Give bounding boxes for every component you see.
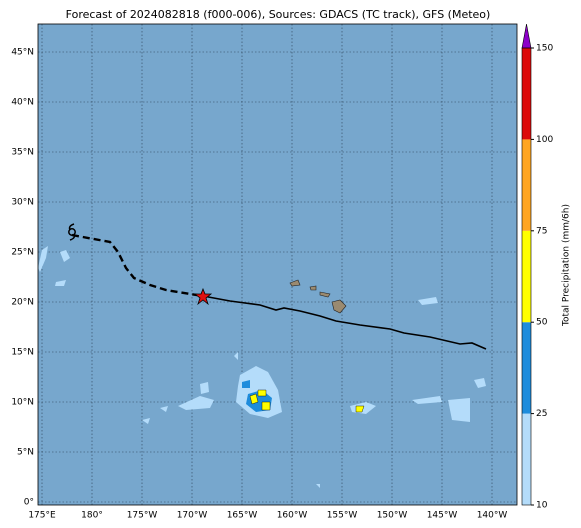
- colorbar-segment: [522, 413, 531, 505]
- lon-label: 140°W: [477, 511, 508, 521]
- lon-label: 155°W: [327, 511, 358, 521]
- lat-label: 35°N: [11, 148, 34, 158]
- lat-label: 40°N: [11, 98, 34, 108]
- precipitation: [38, 246, 486, 488]
- lon-label: 165°W: [227, 511, 258, 521]
- colorbar-extension: [521, 23, 532, 49]
- lat-label: 25°N: [11, 248, 34, 258]
- lat-label: 5°N: [17, 448, 34, 458]
- lat-label: 30°N: [11, 198, 34, 208]
- map-frame: [37, 23, 518, 506]
- tc-track-forecast: [202, 295, 487, 350]
- lon-label: 150°W: [377, 511, 408, 521]
- colorbar-tick-label: 50: [536, 318, 548, 328]
- lon-label: 170°W: [177, 511, 208, 521]
- tc-track-past: [71, 233, 204, 298]
- current-position: [193, 287, 213, 306]
- colorbar-tick-label: 100: [536, 135, 553, 145]
- colorbar-segment: [522, 139, 531, 231]
- colorbar-segment: [522, 48, 531, 140]
- islands: [289, 279, 347, 314]
- lon-label: 175°E: [28, 511, 56, 521]
- lon-label: 180°: [81, 511, 103, 521]
- colorbar-segment: [522, 230, 531, 323]
- ocean: [38, 24, 517, 505]
- map-title: Forecast of 2024082818 (f000-006), Sourc…: [66, 8, 491, 21]
- colorbar-tick-label: 150: [536, 44, 553, 54]
- colorbar: 10 25 50 75 100 150: [521, 23, 553, 511]
- lon-label: 175°W: [127, 511, 158, 521]
- lon-label: 145°W: [427, 511, 458, 521]
- colorbar-frame: [521, 47, 532, 506]
- colorbar-tick-label: 75: [536, 226, 547, 236]
- lon-label: 160°W: [277, 511, 308, 521]
- lat-label: 20°N: [11, 298, 34, 308]
- lat-label: 15°N: [11, 348, 34, 358]
- colorbar-tick-label: 10: [536, 501, 548, 511]
- cyclone-symbol: [68, 223, 76, 241]
- map-area: [38, 24, 517, 505]
- colorbar-label: Total Precipitation (mm/6h): [562, 204, 572, 327]
- lat-label: 10°N: [11, 398, 34, 408]
- colorbar-segment: [522, 322, 531, 414]
- lat-label: 45°N: [11, 48, 34, 58]
- lat-label: 0°: [24, 498, 34, 508]
- colorbar-tick-label: 25: [536, 409, 547, 419]
